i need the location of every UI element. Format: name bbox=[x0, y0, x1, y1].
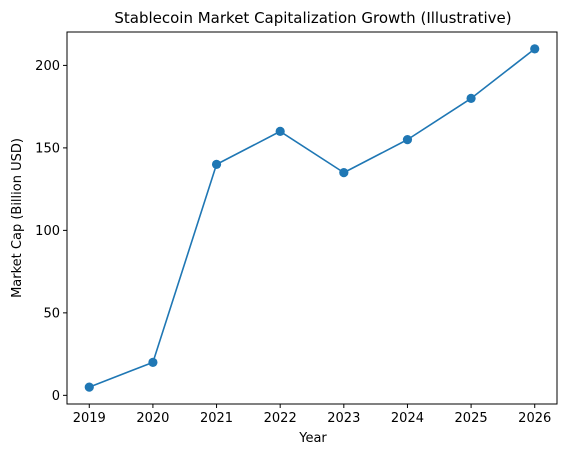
data-point bbox=[339, 168, 349, 178]
y-tick-label: 200 bbox=[35, 59, 60, 74]
data-point bbox=[211, 159, 222, 169]
x-tick-label: 2019 bbox=[73, 411, 106, 426]
y-axis: 0 50 100 150 200 bbox=[35, 59, 67, 404]
x-axis-label: Year bbox=[298, 431, 327, 446]
data-point bbox=[84, 382, 94, 392]
y-tick-label: 100 bbox=[35, 224, 60, 239]
data-point bbox=[148, 357, 158, 367]
x-tick-label: 2020 bbox=[136, 411, 169, 426]
data-point bbox=[275, 126, 285, 136]
y-tick-label: 0 bbox=[52, 389, 60, 404]
x-tick-label: 2024 bbox=[391, 411, 424, 426]
chart-title: Stablecoin Market Capitalization Growth … bbox=[114, 9, 511, 27]
x-tick-label: 2023 bbox=[327, 411, 360, 426]
x-tick-label: 2025 bbox=[455, 411, 488, 426]
plot-frame bbox=[66, 31, 558, 405]
data-point bbox=[402, 135, 413, 145]
y-tick-label: 50 bbox=[43, 306, 60, 321]
series-layer bbox=[84, 44, 540, 392]
y-tick-label: 150 bbox=[35, 141, 60, 156]
y-axis-label: Market Cap (Billion USD) bbox=[10, 138, 25, 298]
x-tick-label: 2021 bbox=[200, 411, 233, 426]
x-tick-label: 2026 bbox=[518, 411, 551, 426]
data-point bbox=[530, 44, 540, 54]
x-axis: 2019 2020 2021 2022 2023 2024 2025 2026 bbox=[73, 404, 551, 426]
data-point bbox=[466, 93, 476, 103]
series-line bbox=[88, 48, 536, 388]
x-tick-label: 2022 bbox=[264, 411, 297, 426]
